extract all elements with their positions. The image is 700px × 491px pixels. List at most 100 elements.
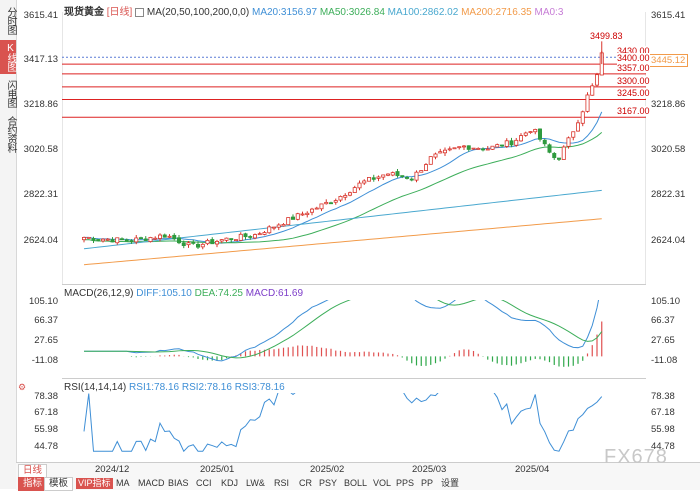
candle-body	[238, 233, 243, 241]
candle-body	[81, 237, 86, 241]
candle-body	[352, 187, 357, 193]
candle-body	[96, 239, 101, 241]
candle-body	[461, 145, 466, 148]
candle-body	[305, 212, 310, 216]
candle-body	[224, 237, 229, 241]
indicator-rsi[interactable]: RSI	[274, 478, 290, 488]
indicator-bias[interactable]: BIAS	[168, 478, 189, 488]
indicator-pps[interactable]: PPS	[396, 478, 415, 488]
candle-body	[419, 170, 424, 173]
candle-body	[523, 132, 528, 136]
x-axis-label: 2025/03	[412, 464, 447, 475]
x-axis-label: 2025/01	[200, 464, 235, 475]
indicator-cci[interactable]: CCI	[196, 478, 212, 488]
rsi1-label: RSI1:78.16	[129, 382, 180, 393]
instrument-name: 现货黄金	[64, 7, 104, 18]
indicator-lw[interactable]: LW&	[246, 478, 265, 488]
ma-square-icon[interactable]	[135, 7, 145, 17]
ma20-label: MA20:3156.97	[251, 7, 318, 18]
tab-time-sharing[interactable]: 分时图	[5, 6, 16, 34]
candle-body	[514, 139, 519, 146]
candle-body	[177, 237, 182, 244]
candle-body	[324, 201, 329, 205]
candle-body	[457, 146, 462, 149]
candle-body	[86, 236, 91, 239]
price-level-label: 3167.00	[617, 106, 650, 117]
candle-body	[333, 200, 338, 203]
candle-body	[518, 135, 523, 142]
ma20-line	[83, 111, 603, 244]
candle-body	[257, 233, 262, 236]
candle-body	[195, 243, 200, 248]
macd-legend: MACD(26,12,9) DIFF:105.10 DEA:74.25 MACD…	[64, 288, 303, 299]
indicator-vol[interactable]: VOL	[373, 478, 392, 488]
indicator-vip[interactable]: VIP指标	[76, 478, 113, 489]
candle-body	[452, 147, 457, 150]
rsi-y-tick-right: 78.38	[651, 391, 675, 402]
candle-body	[338, 196, 343, 201]
ma200-label: MA200:2716.35	[461, 7, 532, 18]
indicator-settings[interactable]: 设置	[441, 478, 460, 488]
macd-y-tick-right: -11.08	[651, 355, 678, 366]
macd-title: MACD(26,12,9)	[64, 288, 134, 299]
indicator-macd[interactable]: MACD	[138, 478, 165, 488]
candle-body	[362, 180, 367, 184]
indicator-boll[interactable]: BOLL	[344, 478, 368, 488]
candle-body	[371, 177, 376, 180]
ma0-label: MA0:3	[534, 7, 564, 18]
macd-chart[interactable]	[62, 300, 646, 372]
x-axis-label: 2025/02	[310, 464, 345, 475]
price-level-label: 3400.00	[617, 53, 650, 64]
candle-body	[561, 146, 566, 160]
macd-y-tick-right: 66.37	[651, 315, 675, 326]
candle-body	[172, 234, 177, 240]
candle-body	[571, 131, 576, 138]
candle-body	[105, 238, 110, 241]
candle-body	[205, 239, 210, 245]
divider	[62, 378, 646, 379]
candle-body	[428, 156, 433, 165]
candle-body	[91, 238, 96, 241]
candle-body	[139, 237, 144, 240]
y-tick-right: 3615.41	[651, 10, 686, 21]
candle-body	[423, 164, 428, 171]
indicator-kdj[interactable]: KDJ	[221, 478, 239, 488]
indicator-psy[interactable]: PSY	[319, 478, 338, 488]
candlestick-chart[interactable]	[62, 12, 646, 284]
gear-icon[interactable]: ⚙	[18, 382, 27, 392]
candle-body	[248, 236, 253, 238]
y-tick-right: 2822.31	[651, 189, 686, 200]
indicator-pp[interactable]: PP	[421, 478, 434, 488]
candle-body	[186, 242, 191, 246]
candle-body	[191, 241, 196, 244]
indicator-ma[interactable]: MA	[116, 478, 130, 488]
ma100-line	[83, 189, 602, 250]
x-axis-label: 2024/12	[95, 464, 130, 475]
tab-kline[interactable]: K线图	[0, 40, 16, 74]
candle-body	[395, 171, 400, 177]
candle-body	[447, 148, 452, 151]
tab-lightning[interactable]: 闪电图	[5, 79, 16, 107]
rsi-chart[interactable]	[62, 393, 646, 455]
period-tag: [日线]	[106, 7, 133, 18]
y-tick-left: 2624.04	[23, 235, 58, 246]
diff-line	[84, 300, 600, 362]
candle-body	[547, 144, 552, 153]
candle-body	[281, 224, 286, 227]
candle-body	[243, 233, 248, 238]
tab-contract-info[interactable]: 合约资料	[5, 116, 16, 152]
indicator-cr[interactable]: CR	[299, 478, 312, 488]
rsi-title: RSI(14,14,14)	[64, 382, 127, 393]
tab-daily[interactable]: 日线	[18, 464, 48, 478]
rsi-y-tick: 78.38	[34, 391, 58, 402]
y-tick-left: 3615.41	[23, 10, 58, 21]
candle-body	[300, 213, 305, 216]
candle-body	[167, 235, 172, 238]
candle-body	[390, 172, 395, 176]
y-tick-left: 3218.86	[23, 99, 58, 110]
rsi-y-tick: 55.98	[34, 424, 58, 435]
candle-body	[153, 237, 158, 240]
rsi-y-tick-right: 67.18	[651, 407, 675, 418]
price-level-label: 3430.00	[617, 46, 650, 57]
rsi-line	[83, 393, 603, 453]
